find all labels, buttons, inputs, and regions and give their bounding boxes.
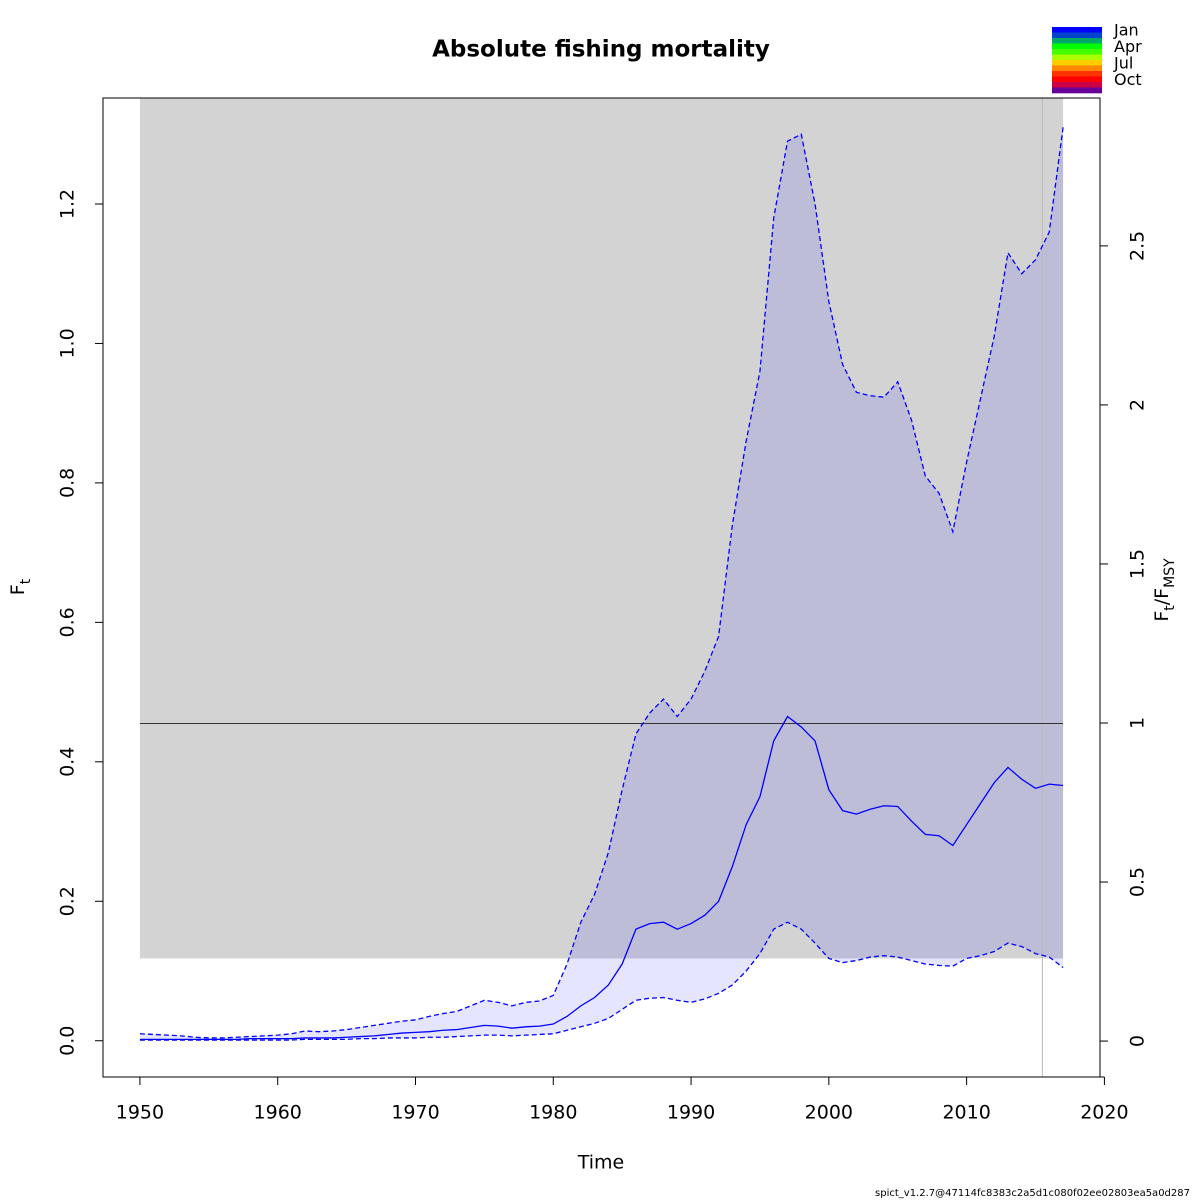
ci-band bbox=[139, 127, 1064, 1041]
y-axis-label-part: t bbox=[18, 578, 34, 584]
shade-region bbox=[139, 98, 1064, 959]
x-tick-label: 2020 bbox=[1080, 1102, 1128, 1124]
month-swatch bbox=[1052, 38, 1102, 44]
y-tick-label: 1.2 bbox=[57, 189, 79, 219]
month-swatch bbox=[1052, 65, 1102, 72]
x-tick-label: 1990 bbox=[667, 1102, 715, 1124]
series-line bbox=[139, 127, 1064, 1039]
y2-axis-label: Ft/FMSY bbox=[1151, 558, 1179, 622]
y2-axis-label-part: MSY bbox=[1162, 558, 1178, 588]
y2-axis-label-part: F bbox=[1151, 611, 1173, 622]
x-tick-label: 2010 bbox=[942, 1102, 990, 1124]
y2-axis-label-part: /F bbox=[1151, 588, 1173, 605]
series-line bbox=[139, 715, 1064, 1040]
month-label: Oct bbox=[1114, 70, 1142, 89]
month-swatch bbox=[1052, 54, 1102, 61]
month-swatch bbox=[1052, 71, 1102, 77]
x-tick-label: 1980 bbox=[529, 1102, 577, 1124]
y2-axis-label-part: t bbox=[1162, 605, 1178, 611]
month-swatch bbox=[1052, 76, 1102, 83]
month-swatch bbox=[1052, 82, 1102, 88]
y-axis-label: Ft bbox=[7, 578, 35, 595]
x-tick-label: 2000 bbox=[805, 1102, 853, 1124]
y-tick-label: 0.8 bbox=[57, 468, 79, 498]
month-swatch bbox=[1052, 27, 1102, 33]
y2-tick-label: 1 bbox=[1127, 717, 1149, 729]
x-tick-label: 1950 bbox=[116, 1102, 164, 1124]
y-tick-label: 0.2 bbox=[57, 886, 79, 916]
y-tick-label: 0.4 bbox=[57, 747, 79, 777]
y2-tick-label: 0 bbox=[1127, 1035, 1149, 1047]
month-label: Jul bbox=[1113, 53, 1133, 72]
footer: spict_v1.2.7@47114fc8383c2a5d1c080f02ee0… bbox=[875, 1188, 1190, 1199]
month-swatch bbox=[1052, 43, 1102, 50]
x-tick-label: 1960 bbox=[254, 1102, 302, 1124]
chart-title: Absolute fishing mortality bbox=[432, 37, 770, 63]
y-axis-label-part: F bbox=[7, 584, 29, 595]
y-tick-label: 0.0 bbox=[57, 1026, 79, 1056]
x-tick-label: 1970 bbox=[391, 1102, 439, 1124]
y2-tick-label: 2 bbox=[1127, 399, 1149, 411]
y-tick-label: 0.6 bbox=[57, 607, 79, 637]
month-label: Jan bbox=[1113, 20, 1139, 39]
month-swatch bbox=[1052, 49, 1102, 55]
series-line bbox=[139, 921, 1064, 1041]
y2-tick-label: 0.5 bbox=[1127, 867, 1149, 897]
month-swatch bbox=[1052, 32, 1102, 39]
y2-tick-label: 2.5 bbox=[1127, 231, 1149, 261]
y2-tick-label: 1.5 bbox=[1127, 549, 1149, 579]
month-swatch bbox=[1052, 60, 1102, 66]
x-axis-label: Time bbox=[577, 1152, 625, 1174]
month-label: Apr bbox=[1114, 37, 1142, 56]
y-tick-label: 1.0 bbox=[57, 328, 79, 358]
month-swatch bbox=[1052, 87, 1102, 94]
